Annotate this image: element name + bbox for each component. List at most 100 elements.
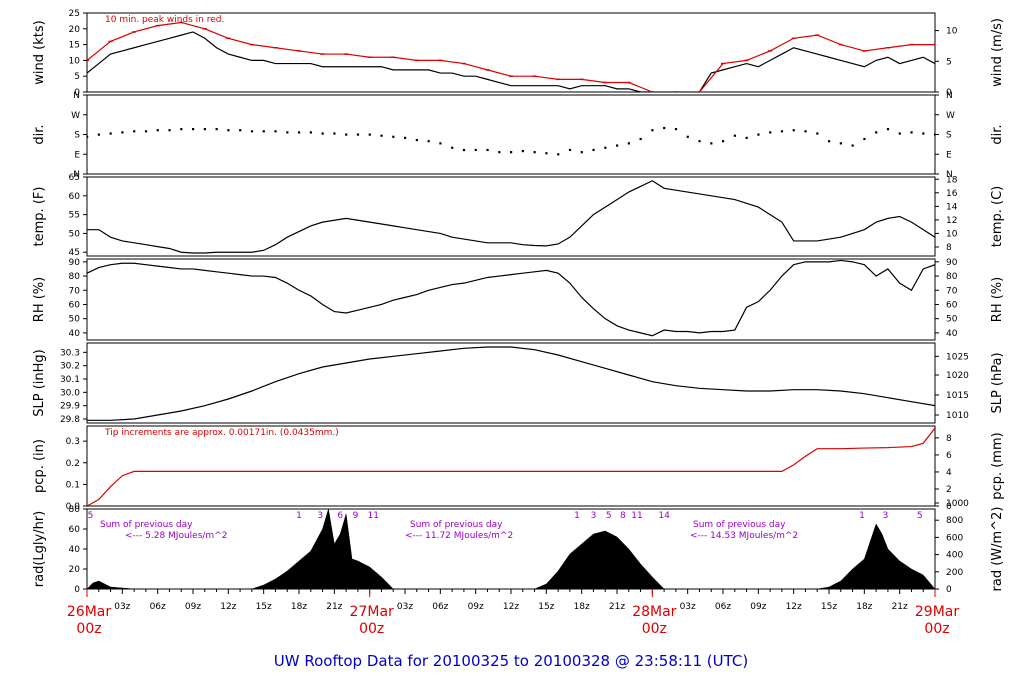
rad-daily-sum-label: Sum of previous day	[410, 520, 503, 530]
pcp-left-tick-label: 0.3	[66, 437, 80, 447]
slp-series-0-line	[87, 346, 935, 421]
slp-right-tick-label: 1020	[946, 371, 969, 381]
dir-left-tick-label: E	[74, 150, 80, 160]
dir-series-0-point	[875, 131, 878, 134]
dir-series-0-point	[828, 140, 831, 143]
time-tick-label: 06z	[715, 602, 731, 612]
dir-series-0-point	[698, 140, 701, 143]
slp-frame	[86, 342, 936, 424]
time-tick-label: 15z	[821, 602, 837, 612]
dir-left-tick-label: W	[71, 111, 80, 121]
rh-right-tick-label: 90	[946, 258, 958, 268]
temp-right-tick-label: 18	[946, 175, 958, 185]
dir-series-0-point	[392, 135, 395, 138]
dir-series-0-point	[133, 130, 136, 133]
pcp-left-tick-label: 0.1	[66, 480, 80, 490]
dir-series-0-point	[203, 128, 206, 131]
rad-hour-marker: 6	[337, 511, 343, 521]
dir-series-0-point	[616, 144, 619, 147]
time-tick-label: 21z	[609, 602, 625, 612]
slp-left-tick-label: 29.9	[60, 402, 80, 412]
temp-left-tick-label: 65	[69, 173, 80, 183]
time-tick-label: 03z	[397, 602, 413, 612]
dir-series-0-point	[663, 126, 666, 130]
wind-ylabel-right: wind (m/s)	[990, 18, 1005, 87]
rh-left-tick-label: 50	[69, 315, 81, 325]
dir-series-0-point	[580, 151, 583, 154]
pcp-series-0-line	[87, 427, 935, 506]
wind-left-tick-label: 20	[69, 25, 81, 35]
wind-right-tick-label: 10	[946, 27, 958, 37]
dir-series-0-point	[97, 133, 100, 136]
dir-series-0-point	[121, 131, 124, 134]
wind-left-tick-label: 25	[69, 9, 80, 19]
pcp-frame	[86, 425, 936, 507]
time-tick-label: 21z	[326, 602, 342, 612]
dir-series-0-point	[356, 133, 360, 136]
rh-left-tick-label: 80	[69, 272, 81, 282]
pcp-series-group	[87, 427, 935, 506]
day-label-date: 27Mar	[350, 604, 394, 620]
dir-series-0-point	[180, 128, 183, 131]
time-tick-label: 09z	[468, 602, 484, 612]
pcp-ylabel-left: pcp. (in)	[32, 439, 47, 493]
dir-series-0-point	[321, 132, 324, 135]
panel-pcp: 0.0 0.1 0.2 0.3 0 2 4 6 8 pcp. (in) pcp. (mm) Tip i…	[32, 425, 1005, 512]
dir-series-0-point	[592, 148, 595, 152]
pcp-ylabel-right: pcp. (mm)	[990, 432, 1005, 499]
dir-series-0-point	[156, 129, 159, 132]
dir-series-0-point	[757, 133, 760, 136]
rh-series-0-line	[87, 259, 935, 337]
dir-series-0-point	[557, 153, 560, 156]
rad-hour-marker: 3	[317, 511, 323, 521]
dir-series-0-point	[745, 136, 748, 139]
rad-ylabel-right: rad (W/m^2)	[990, 507, 1005, 592]
rad-hour-marker: 11	[631, 511, 642, 521]
dir-series-0-point	[863, 137, 866, 141]
temp-left-tick-label: 45	[69, 248, 80, 258]
temp-ylabel-right: temp. (C)	[990, 186, 1005, 248]
rad-daily-sum-value: <--- 14.53 MJoules/m^2	[690, 531, 798, 541]
day-label-date: 26Mar	[67, 604, 111, 620]
slp-right-tick-label: 1015	[946, 391, 969, 401]
wind-left-tick-label: 5	[74, 72, 80, 82]
dir-series-0-point	[368, 133, 371, 136]
dir-series-0-point	[168, 129, 171, 132]
slp-left-tick-label: 29.8	[60, 415, 80, 425]
dir-series-0-point	[250, 130, 254, 133]
panel-temp: 45 50 55 60 65 8 10 12 14 16 18 temp. (F) temp. (C)	[32, 173, 1005, 258]
time-tick-label: 21z	[892, 602, 908, 612]
temp-ylabel-left: temp. (F)	[32, 187, 47, 247]
dir-right-tick-label: E	[946, 150, 952, 160]
dir-series-0-point	[380, 134, 383, 137]
rad-hour-marker: 5	[606, 511, 612, 521]
rad-right-tick-label: 0	[946, 585, 952, 595]
dir-right-tick-label: S	[946, 131, 952, 141]
dir-series-0-point	[486, 148, 489, 152]
dir-series-0-point	[109, 132, 112, 135]
dir-series-0-point	[604, 146, 607, 149]
slp-left-tick-label: 30.3	[60, 348, 80, 358]
wind-right-tick-label: 0	[946, 88, 952, 98]
dir-series-0-point	[239, 129, 242, 132]
rh-left-tick-label: 60	[69, 300, 81, 310]
day-label-time: 00z	[642, 621, 667, 637]
dir-series-0-point	[674, 128, 678, 131]
rh-left-tick-label: 40	[69, 329, 81, 339]
slp-ylabel-right: SLP (hPa)	[990, 352, 1005, 413]
pcp-right-tick-label: 6	[946, 451, 952, 461]
dir-series-0-point	[333, 132, 336, 135]
dir-left-tick-label: N	[73, 91, 80, 101]
dir-series-0-point	[498, 151, 501, 154]
time-axis: 03z 06z 09z 12z 15z 18z 21z 03z 06z 09z 12z 15z 18z 2…	[67, 589, 959, 637]
wind-left-tick-label: 15	[69, 41, 80, 51]
day-label-date: 28Mar	[632, 604, 676, 620]
dir-right-tick-label: N	[946, 170, 953, 180]
rad-daily-sum-label: Sum of previous day	[100, 520, 193, 530]
pcp-right-tick-label: 8	[946, 434, 952, 444]
rad-frame	[86, 508, 936, 590]
dir-series-0-point	[804, 130, 807, 133]
dir-series-0-point	[262, 130, 265, 133]
dir-series-0-point	[733, 134, 736, 137]
dir-series-0-point	[886, 128, 890, 131]
